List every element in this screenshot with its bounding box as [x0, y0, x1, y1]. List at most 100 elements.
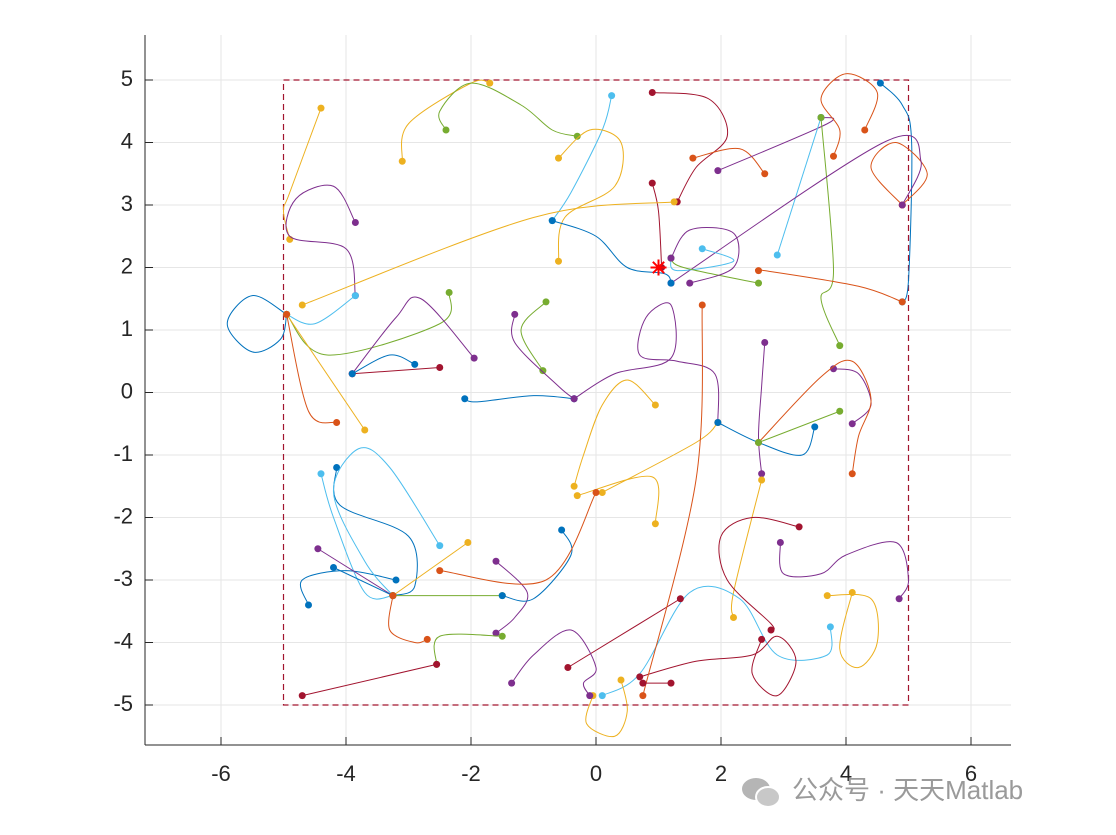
path-line: [352, 354, 415, 375]
path-line: [433, 633, 503, 665]
y-tick-label: 4: [121, 128, 133, 153]
path-line: [833, 368, 872, 425]
y-tick-label: 5: [121, 66, 133, 91]
waypoint: [848, 470, 856, 478]
waypoint: [570, 395, 578, 403]
path-line: [333, 467, 418, 597]
waypoint: [755, 267, 762, 275]
waypoint: [698, 301, 706, 309]
path-line: [400, 79, 490, 162]
path-line: [827, 592, 879, 669]
waypoint: [436, 364, 444, 371]
waypoint: [898, 298, 906, 306]
waypoint: [570, 482, 578, 490]
waypoint: [689, 154, 697, 162]
waypoint: [836, 342, 844, 350]
waypoint: [817, 114, 825, 121]
waypoint: [498, 632, 506, 640]
path-line: [717, 422, 816, 456]
waypoint: [564, 664, 572, 671]
waypoint: [433, 660, 441, 668]
waypoint: [573, 492, 581, 500]
y-tick-label: 3: [121, 191, 133, 216]
waypoint: [539, 367, 547, 375]
waypoint: [767, 626, 775, 634]
path-line: [520, 301, 547, 371]
x-tick-label: 2: [715, 761, 727, 786]
waypoint: [848, 589, 856, 596]
waypoint: [470, 354, 478, 362]
path-line: [320, 473, 393, 600]
x-tick-label: 4: [840, 761, 852, 786]
path-line: [755, 268, 903, 303]
target: [650, 259, 667, 276]
x-tick-label: -2: [461, 761, 481, 786]
waypoint: [761, 170, 769, 178]
waypoint: [826, 623, 834, 631]
waypoint: [555, 154, 562, 162]
path-line: [439, 492, 597, 585]
waypoint: [508, 679, 516, 687]
waypoint: [898, 201, 906, 209]
waypoint: [423, 635, 431, 643]
path-line: [392, 542, 469, 597]
path-line: [302, 201, 675, 306]
path-line: [573, 379, 656, 487]
waypoint: [758, 470, 766, 478]
x-tick-label: -6: [211, 761, 231, 786]
path-line: [286, 314, 337, 424]
y-tick-label: 0: [121, 378, 133, 403]
waypoint: [758, 635, 766, 643]
waypoint: [617, 676, 625, 684]
waypoint: [436, 542, 444, 550]
waypoint: [608, 92, 616, 100]
waypoint: [548, 217, 556, 225]
waypoint: [598, 489, 606, 496]
path-line: [717, 117, 835, 172]
waypoint: [795, 523, 803, 531]
path-line: [226, 295, 288, 353]
path-line: [495, 560, 529, 634]
waypoint: [730, 614, 737, 621]
waypoint: [670, 198, 678, 206]
path-line: [880, 82, 913, 303]
path-line: [286, 314, 366, 431]
waypoint: [361, 426, 369, 434]
waypoint: [461, 395, 469, 403]
waypoint: [836, 407, 844, 415]
waypoint: [639, 679, 647, 687]
x-tick-label: 6: [965, 761, 977, 786]
path-line: [286, 295, 356, 325]
waypoint: [648, 179, 656, 187]
waypoint: [636, 673, 644, 681]
waypoint: [667, 679, 675, 687]
path-line: [585, 679, 628, 738]
path-line: [820, 73, 879, 157]
path-line: [285, 184, 356, 296]
waypoint: [586, 692, 594, 700]
path-line: [779, 541, 910, 600]
waypoint: [333, 464, 341, 471]
y-tick-label: -1: [113, 441, 133, 466]
waypoint: [651, 401, 659, 409]
path-line: [758, 410, 840, 443]
waypoint: [755, 279, 762, 287]
waypoint: [651, 520, 659, 528]
waypoint: [305, 601, 312, 609]
waypoint: [861, 126, 869, 134]
waypoint: [830, 365, 837, 373]
path-line: [282, 107, 322, 240]
path-line: [286, 292, 452, 356]
waypoint: [755, 439, 762, 446]
path-line: [820, 117, 841, 346]
x-tick-label: -4: [336, 761, 356, 786]
waypoint: [592, 489, 600, 496]
path-line: [730, 479, 763, 618]
waypoint: [555, 257, 562, 265]
waypoint: [442, 126, 450, 134]
waypoint: [314, 545, 322, 553]
plot-area: [226, 73, 928, 738]
waypoint: [558, 526, 566, 534]
waypoint: [330, 564, 337, 571]
